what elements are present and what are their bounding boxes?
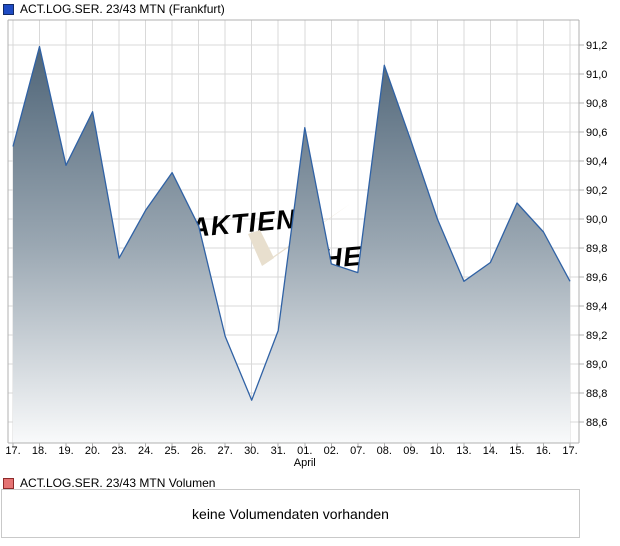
volume-series-marker-icon xyxy=(3,477,14,489)
y-axis-label: 90,0 xyxy=(586,214,607,226)
x-axis-label: 17. xyxy=(5,445,20,457)
volume-chart-header: ACT.LOG.SER. 23/43 MTN Volumen xyxy=(3,477,215,489)
price-chart-header: ACT.LOG.SER. 23/43 MTN (Frankfurt) xyxy=(3,3,225,15)
y-axis-label: 90,8 xyxy=(586,98,607,110)
y-axis-label: 90,4 xyxy=(586,156,607,168)
price-chart-canvas: AKTIENCHECK91,291,090,890,690,490,290,08… xyxy=(5,19,607,469)
y-axis-label: 89,2 xyxy=(586,330,607,342)
x-axis-label: 07. xyxy=(350,445,365,457)
y-axis-label: 90,6 xyxy=(586,127,607,139)
x-axis-label: 25. xyxy=(164,445,179,457)
y-axis-label: 89,4 xyxy=(586,301,607,313)
x-axis-label: 01. xyxy=(297,445,312,457)
x-axis-month-label: April xyxy=(294,457,316,469)
x-axis-label: 15. xyxy=(509,445,524,457)
x-axis-label: 30. xyxy=(244,445,259,457)
x-axis-label: 09. xyxy=(403,445,418,457)
price-area xyxy=(13,46,570,443)
watermark-check-icon xyxy=(248,230,274,266)
x-axis-label: 24. xyxy=(138,445,153,457)
x-axis-label: 27. xyxy=(218,445,233,457)
x-axis-label: 26. xyxy=(191,445,206,457)
volume-empty-panel: keine Volumendaten vorhanden xyxy=(1,489,580,538)
volume-chart-title: ACT.LOG.SER. 23/43 MTN Volumen xyxy=(20,476,216,490)
x-axis-label: 18. xyxy=(32,445,47,457)
y-axis-label: 88,8 xyxy=(586,388,607,400)
x-axis-label: 17. xyxy=(562,445,577,457)
watermark-text-left: AKTIEN xyxy=(188,204,298,243)
price-series-marker-icon xyxy=(3,3,14,15)
x-axis-label: 02. xyxy=(324,445,339,457)
x-axis-label: 14. xyxy=(483,445,498,457)
y-axis-label: 89,8 xyxy=(586,243,607,255)
x-axis-label: 19. xyxy=(58,445,73,457)
y-axis-label: 91,0 xyxy=(586,69,607,81)
y-axis-label: 90,2 xyxy=(586,185,607,197)
y-axis-label: 89,6 xyxy=(586,272,607,284)
x-axis-label: 31. xyxy=(271,445,286,457)
x-axis-label: 20. xyxy=(85,445,100,457)
y-axis-label: 88,6 xyxy=(586,417,607,429)
price-line xyxy=(12,45,571,401)
x-axis-label: 10. xyxy=(430,445,445,457)
x-axis-label: 23. xyxy=(111,445,126,457)
price-chart-title: ACT.LOG.SER. 23/43 MTN (Frankfurt) xyxy=(20,2,225,16)
x-axis-label: 16. xyxy=(536,445,551,457)
x-axis-label: 13. xyxy=(456,445,471,457)
volume-empty-message: keine Volumendaten vorhanden xyxy=(192,505,389,522)
x-axis-label: 08. xyxy=(377,445,392,457)
y-axis-label: 89,0 xyxy=(586,359,607,371)
y-axis-label: 91,2 xyxy=(586,40,607,52)
